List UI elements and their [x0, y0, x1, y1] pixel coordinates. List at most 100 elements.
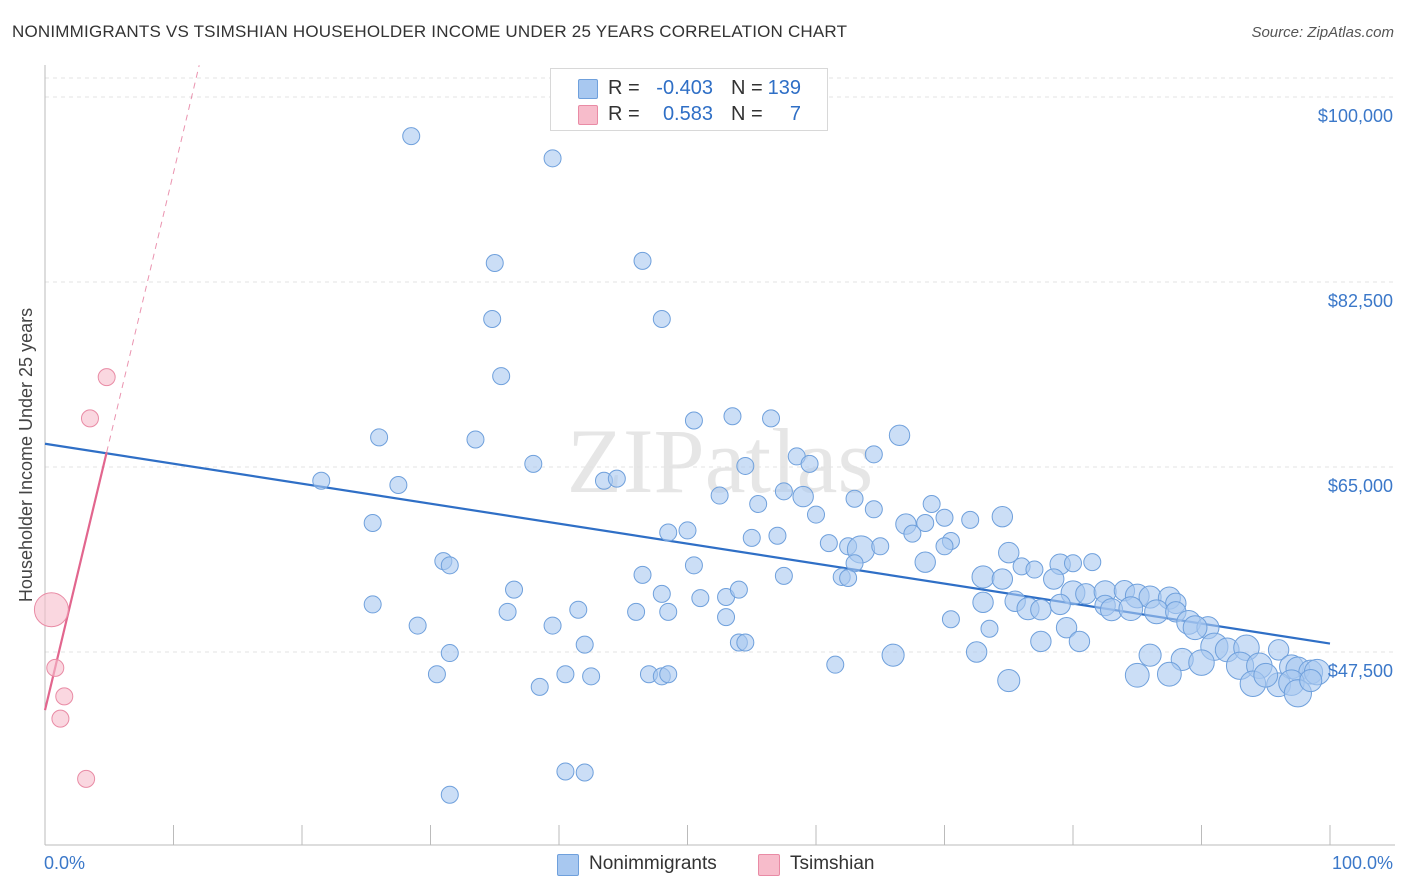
point-nonimmigrants [1025, 560, 1044, 579]
point-nonimmigrants [941, 610, 960, 629]
point-nonimmigrants [684, 411, 703, 430]
legend-row-tsimshian: R = 0.583 N = 7 [551, 101, 827, 127]
point-nonimmigrants [839, 569, 858, 587]
legend-label-nonimmigrants: Nonimmigrants [589, 853, 717, 874]
point-nonimmigrants [1124, 662, 1150, 688]
point-nonimmigrants [1299, 668, 1323, 693]
point-nonimmigrants [607, 469, 626, 488]
point-nonimmigrants [466, 430, 485, 449]
point-nonimmigrants [871, 537, 890, 556]
point-nonimmigrants [864, 445, 883, 464]
point-nonimmigrants [389, 475, 408, 494]
legend-n-label: N = [731, 77, 763, 99]
point-nonimmigrants [991, 568, 1014, 590]
point-nonimmigrants [556, 665, 575, 684]
point-nonimmigrants [935, 537, 954, 556]
legend-n-label: N = [731, 103, 763, 125]
y-tick-label: $47,500 [1328, 661, 1393, 681]
point-nonimmigrants [524, 454, 543, 473]
point-nonimmigrants [1267, 639, 1290, 661]
point-nonimmigrants [1118, 596, 1144, 622]
point-nonimmigrants [440, 556, 459, 575]
grid [45, 77, 1395, 653]
point-nonimmigrants [736, 633, 755, 652]
point-tsimshian [97, 368, 116, 387]
point-nonimmigrants [543, 149, 562, 168]
point-nonimmigrants [961, 510, 980, 529]
legend-swatch-tsimshian [758, 854, 780, 876]
legend-swatch-nonimmigrants [578, 79, 598, 99]
point-nonimmigrants [971, 565, 995, 589]
legend-row-nonimmigrants: R = -0.403 N = 139 [551, 75, 827, 101]
point-nonimmigrants [916, 514, 935, 533]
point-nonimmigrants [1055, 616, 1078, 639]
point-nonimmigrants [1030, 630, 1052, 653]
point-nonimmigrants [1144, 599, 1169, 625]
y-tick-labels: $47,500 $65,000 $82,500 $100,000 [1318, 106, 1393, 681]
point-nonimmigrants [998, 541, 1020, 564]
chart-title: NONIMMIGRANTS VS TSIMSHIAN HOUSEHOLDER I… [12, 22, 848, 41]
x-tick-labels: 0.0% 100.0% [44, 853, 1393, 873]
point-nonimmigrants [972, 591, 994, 614]
point-nonimmigrants [440, 644, 459, 663]
point-nonimmigrants [659, 523, 678, 542]
legend-r-label: R = [608, 77, 640, 99]
trendline-tsimshian-extension [106, 65, 200, 453]
point-nonimmigrants [903, 524, 922, 543]
x-tick-label: 0.0% [44, 853, 85, 873]
point-nonimmigrants [691, 589, 710, 608]
point-nonimmigrants [729, 580, 748, 599]
point-nonimmigrants [363, 595, 382, 614]
point-nonimmigrants [1156, 661, 1182, 687]
point-nonimmigrants [881, 643, 905, 667]
point-nonimmigrants [914, 551, 936, 573]
point-nonimmigrants [845, 489, 864, 508]
point-nonimmigrants [575, 635, 594, 654]
point-nonimmigrants [1188, 649, 1215, 676]
point-nonimmigrants [408, 616, 427, 635]
legend-r-label: R = [608, 103, 640, 125]
y-axis-label: Householder Income Under 25 years [16, 308, 36, 602]
point-nonimmigrants [888, 424, 911, 446]
point-nonimmigrants [370, 428, 389, 447]
point-nonimmigrants [1253, 662, 1279, 688]
point-nonimmigrants [1138, 643, 1162, 667]
legend-r-value: -0.403 [656, 77, 713, 99]
point-nonimmigrants [543, 616, 562, 635]
source-label: Source: ZipAtlas.com [1251, 24, 1394, 41]
point-nonimmigrants [768, 526, 787, 545]
point-nonimmigrants [717, 608, 736, 627]
axes [44, 65, 1395, 846]
point-nonimmigrants [530, 677, 549, 696]
point-nonimmigrants [485, 253, 504, 272]
point-nonimmigrants [659, 665, 678, 684]
point-nonimmigrants [1083, 553, 1102, 572]
point-nonimmigrants [678, 521, 697, 540]
point-nonimmigrants [575, 763, 594, 782]
legend-r-value: 0.583 [662, 103, 713, 125]
point-nonimmigrants [659, 602, 678, 621]
point-nonimmigrants [627, 602, 646, 621]
point-nonimmigrants [864, 500, 883, 519]
point-nonimmigrants [633, 565, 652, 584]
point-tsimshian [46, 658, 65, 677]
point-nonimmigrants [922, 495, 941, 513]
point-nonimmigrants [1030, 599, 1052, 621]
legend-swatch-nonimmigrants [557, 854, 579, 876]
point-nonimmigrants [1043, 568, 1065, 590]
y-tick-label: $65,000 [1328, 476, 1393, 496]
point-nonimmigrants [1182, 615, 1208, 641]
point-nonimmigrants [710, 486, 729, 505]
point-nonimmigrants [736, 456, 755, 475]
point-nonimmigrants [980, 619, 999, 638]
point-nonimmigrants [363, 514, 382, 533]
point-nonimmigrants [991, 505, 1014, 528]
point-nonimmigrants [684, 556, 703, 575]
point-nonimmigrants [749, 495, 768, 513]
point-tsimshian [55, 687, 74, 706]
point-nonimmigrants [582, 667, 601, 686]
point-tsimshian [33, 592, 69, 628]
point-tsimshian [77, 769, 96, 788]
correlation-legend: R = -0.403 N = 139 R = 0.583 N = 7 [550, 68, 828, 131]
point-nonimmigrants [819, 534, 838, 553]
